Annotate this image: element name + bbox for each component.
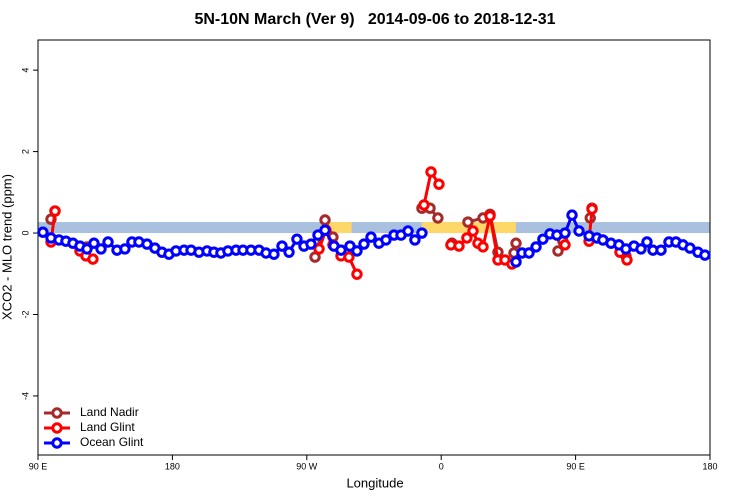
data-point [88, 237, 100, 249]
data-point [523, 247, 535, 259]
data-point [559, 239, 571, 251]
data-point [409, 234, 421, 246]
data-point [37, 226, 49, 238]
data-point [433, 178, 445, 190]
x-axis-label: Longitude [346, 475, 403, 490]
data-point [95, 243, 107, 255]
data-point [291, 233, 303, 245]
data-point [418, 199, 430, 211]
y-tick-label: -2 [20, 310, 30, 318]
data-point [268, 248, 280, 260]
legend-label: Land Glint [80, 420, 135, 434]
data-point [365, 231, 377, 243]
x-tick-label: 0 [439, 461, 444, 471]
data-point [635, 243, 647, 255]
data-point [586, 203, 598, 215]
data-point [319, 214, 331, 226]
data-point [305, 238, 317, 250]
y-tick-label: 0 [20, 231, 30, 236]
data-point [319, 224, 331, 236]
y-tick-label: 4 [20, 68, 30, 73]
data-point [380, 234, 392, 246]
legend-marker [51, 407, 63, 419]
data-point [537, 233, 549, 245]
data-point [559, 227, 571, 239]
data-point [655, 244, 667, 256]
land-region [321, 222, 352, 234]
x-tick-label: 90 E [566, 461, 585, 471]
data-point [462, 216, 474, 228]
data-point [432, 212, 444, 224]
data-point [119, 243, 131, 255]
legend-label: Land Nadir [80, 405, 139, 419]
data-point [402, 225, 414, 237]
data-point [335, 244, 347, 256]
data-point [467, 225, 479, 237]
data-point [453, 240, 465, 252]
data-point [573, 225, 585, 237]
data-point [510, 237, 522, 249]
data-point [81, 243, 93, 255]
data-point [49, 205, 61, 217]
chart-title: 5N-10N March (Ver 9) 2014-09-06 to 2018-… [194, 11, 555, 28]
data-point [484, 210, 496, 222]
data-point [313, 243, 325, 255]
data-point [461, 232, 473, 244]
data-point [343, 251, 355, 263]
data-point [276, 240, 288, 252]
data-point [552, 245, 564, 257]
legend-marker [51, 437, 63, 449]
data-point [102, 236, 114, 248]
data-point [283, 246, 295, 258]
data-point [416, 227, 428, 239]
data-point [641, 236, 653, 248]
x-tick-label: 180 [702, 461, 717, 471]
legend-label: Ocean Glint [80, 435, 144, 449]
y-axis-label: XCO2 - MLO trend (ppm) [0, 174, 14, 320]
data-point [510, 256, 522, 268]
data-point [351, 268, 363, 280]
data-point [425, 166, 437, 178]
data-point [358, 238, 370, 250]
data-point [621, 254, 633, 266]
data-point [566, 209, 578, 221]
y-tick-label: 2 [20, 149, 30, 154]
data-point [87, 253, 99, 265]
x-tick-label: 90 E [29, 461, 48, 471]
legend-marker [51, 422, 63, 434]
reference-band [38, 222, 710, 234]
data-point [477, 241, 489, 253]
y-tick-label: -4 [20, 392, 30, 400]
x-tick-label: 180 [165, 461, 180, 471]
data-point [530, 241, 542, 253]
x-tick-label: 90 W [296, 461, 318, 471]
data-point [699, 249, 711, 261]
data-point [351, 245, 363, 257]
plot-frame [37, 39, 711, 456]
